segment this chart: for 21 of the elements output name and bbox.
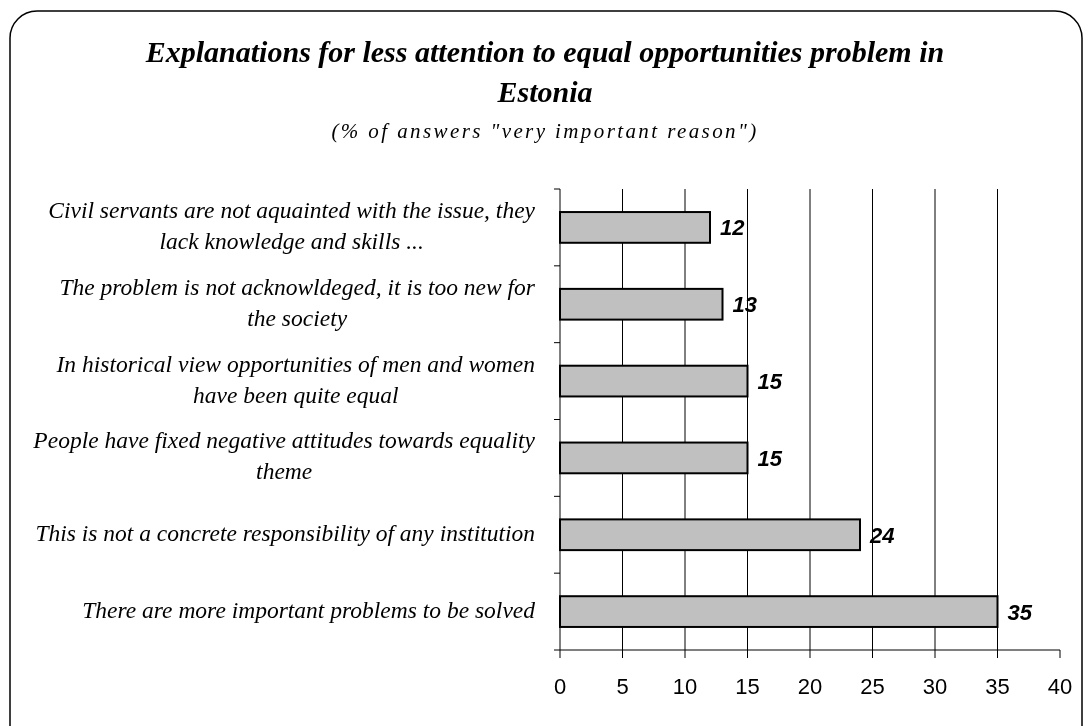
chart-title: Explanations for less attention to equal opportunities problem in Estonia (144, 35, 945, 108)
chart-subtitle: (% of answers "very important reason") (331, 119, 759, 143)
data-label: 15 (757, 445, 783, 471)
y-tick-label: The problem is not acknowldeged, it is too new for the society (59, 273, 536, 331)
x-tick-label: 15 (735, 674, 760, 699)
data-label: 12 (720, 215, 746, 241)
data-label: 15 (757, 369, 783, 395)
x-tick-label: 10 (672, 674, 698, 699)
x-tick-label: 40 (1047, 674, 1073, 699)
y-tick-label: In historical view opportunities of men and women have been quite equal (55, 350, 535, 408)
data-label: 35 (1007, 599, 1033, 625)
x-tick-label: 25 (860, 674, 885, 699)
x-tick-label: 0 (553, 674, 567, 699)
y-tick-label: There are more important problems to be solved (82, 596, 536, 623)
x-tick-label: 30 (922, 674, 948, 699)
y-tick-label: This is not a concrete responsibility of any institution (35, 519, 535, 546)
y-tick-label: People have fixed negative attitudes towards equality theme (32, 427, 536, 485)
x-tick-label: 20 (797, 674, 823, 699)
x-tick-label: 35 (985, 674, 1010, 699)
y-tick-label: Civil servants are not aquainted with the issue, they lack knowledge and skills ... (48, 196, 536, 254)
x-tick-label: 5 (616, 674, 629, 699)
